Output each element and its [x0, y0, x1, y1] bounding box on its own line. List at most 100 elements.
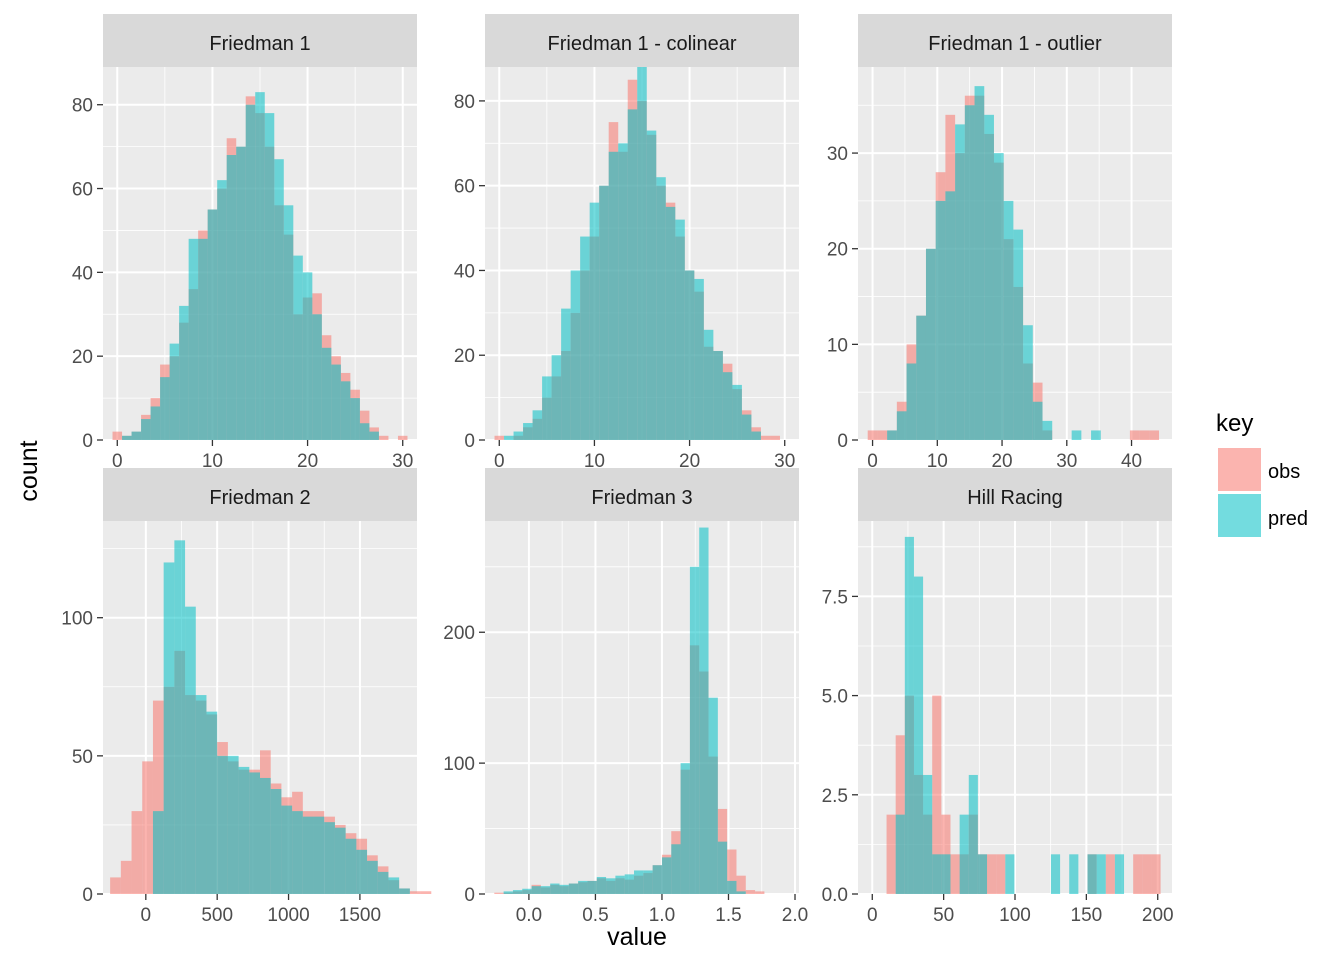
bar-pred — [238, 766, 250, 894]
bar-pred — [637, 67, 647, 440]
bar-pred — [959, 814, 969, 894]
bar-pred — [227, 755, 239, 894]
bar-obs — [1142, 854, 1152, 894]
bar-pred — [270, 789, 282, 894]
bar-pred — [264, 113, 275, 440]
bar-pred — [399, 888, 410, 894]
bar-pred — [675, 219, 685, 440]
y-tick-label: 0 — [464, 431, 475, 452]
bar-pred — [369, 431, 379, 440]
bar-obs — [932, 695, 942, 894]
bar-obs — [867, 430, 878, 440]
bar-pred — [503, 891, 513, 894]
bar-pred — [122, 435, 132, 440]
bar-pred — [1013, 229, 1024, 440]
bar-pred — [531, 886, 541, 894]
bar-pred — [904, 536, 914, 894]
x-tick-label: 0 — [112, 451, 123, 472]
y-tick-label: 40 — [454, 261, 475, 282]
y-tick-label: 60 — [72, 180, 93, 201]
y-tick-label: 0 — [464, 885, 475, 906]
bar-pred — [198, 238, 208, 440]
bar-pred — [540, 886, 551, 894]
bar-pred — [684, 270, 695, 440]
bar-pred — [689, 566, 700, 894]
bar-pred — [1023, 325, 1033, 440]
bar-pred — [550, 883, 560, 894]
bar-obs — [494, 892, 504, 894]
y-tick-label: 100 — [443, 754, 475, 775]
bar-pred — [169, 343, 180, 440]
bar-pred — [236, 146, 246, 440]
bar-pred — [559, 884, 569, 894]
bar-pred — [896, 411, 907, 440]
panel-friedman-1: Friedman 1 0 10 20 30 0 20 40 60 80 — [72, 14, 417, 472]
bar-pred — [302, 272, 313, 440]
bar-pred — [388, 877, 400, 894]
x-tick-label: 50 — [933, 905, 954, 926]
y-tick-label: 20 — [454, 346, 475, 367]
bar-pred — [665, 206, 676, 440]
bar-pred — [703, 329, 714, 440]
bar-pred — [964, 105, 975, 440]
bar-pred — [377, 871, 389, 894]
bar-pred — [708, 697, 718, 894]
bar-obs — [760, 435, 771, 440]
bar-pred — [680, 763, 690, 894]
bar-pred — [141, 419, 151, 440]
bar-obs — [131, 811, 143, 894]
bar-pred — [195, 695, 207, 894]
x-tick-label: 20 — [991, 451, 1012, 472]
y-tick-label: 5.0 — [822, 687, 848, 708]
bar-pred — [599, 185, 609, 440]
strip-label-friedman-2: Friedman 2 — [209, 487, 310, 509]
bar-pred — [255, 92, 265, 441]
bar-pred — [643, 870, 653, 894]
x-tick-label: 0.0 — [516, 905, 542, 926]
bar-obs — [877, 430, 888, 440]
bar-pred — [551, 355, 562, 440]
x-tick-label: 30 — [774, 451, 795, 472]
bar-pred — [504, 435, 514, 440]
x-tick-label: 30 — [392, 451, 413, 472]
bar-pred — [1114, 854, 1125, 894]
bar-pred — [334, 827, 346, 894]
bar-obs — [420, 891, 432, 894]
bar-pred — [561, 308, 571, 440]
bar-pred — [340, 381, 351, 440]
x-tick-label: 0 — [867, 905, 878, 926]
bar-pred — [1091, 430, 1101, 440]
bar-pred — [532, 410, 543, 440]
bar-pred — [974, 86, 985, 440]
strip-label-friedman-1-colinear: Friedman 1 - colinear — [548, 33, 737, 55]
bar-pred — [727, 880, 737, 894]
bar-pred — [313, 816, 325, 894]
bar-pred — [652, 865, 662, 894]
legend-label-obs: obs — [1268, 461, 1300, 483]
bar-pred — [331, 364, 341, 440]
bar-pred — [570, 270, 581, 440]
bar-pred — [627, 109, 638, 441]
x-tick-label: 10 — [927, 451, 948, 472]
bar-obs — [950, 854, 960, 894]
strip-friedman-1-outlier — [858, 14, 1172, 67]
bar-obs — [378, 435, 389, 440]
x-axis-title: value — [607, 923, 667, 951]
bar-pred — [312, 314, 322, 440]
bar-pred — [226, 155, 237, 440]
panel-friedman-2: Friedman 2 0 500 1000 1500 0 50 100 — [61, 468, 432, 926]
bar-pred — [646, 130, 657, 441]
x-tick-label: 100 — [999, 905, 1031, 926]
y-tick-label: 0 — [82, 431, 93, 452]
bar-pred — [615, 875, 625, 894]
bar-obs — [152, 700, 164, 894]
bar-pred — [302, 816, 314, 894]
bar-pred — [150, 406, 161, 440]
bar-pred — [589, 202, 600, 440]
strip-friedman-3 — [485, 468, 799, 521]
legend-title: key — [1216, 410, 1253, 437]
bar-pred — [283, 205, 294, 440]
strip-label-friedman-3: Friedman 3 — [591, 487, 692, 509]
